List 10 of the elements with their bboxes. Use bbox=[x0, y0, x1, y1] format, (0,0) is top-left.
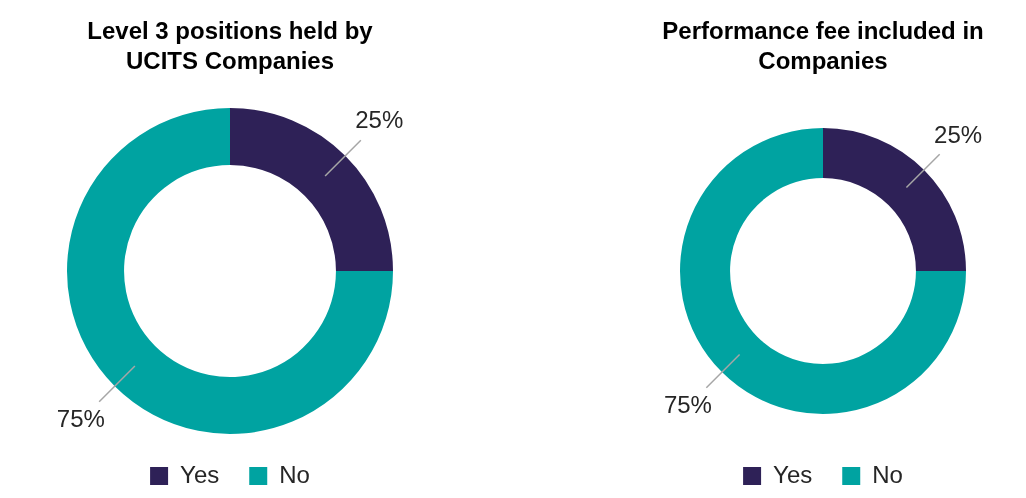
data-label: 75% bbox=[56, 404, 105, 432]
chart-title: Level 3 positions held by UCITS Companies bbox=[86, 16, 374, 76]
legend-label: No bbox=[872, 460, 903, 488]
legend-label: No bbox=[279, 460, 310, 488]
data-label: 75% bbox=[663, 390, 712, 418]
data-label: 25% bbox=[355, 106, 404, 134]
legend-label: Yes bbox=[773, 460, 813, 488]
data-label: 25% bbox=[934, 120, 983, 148]
legend-label: Yes bbox=[180, 460, 220, 488]
chart-title: Performance fee included in Companies bbox=[661, 16, 985, 76]
